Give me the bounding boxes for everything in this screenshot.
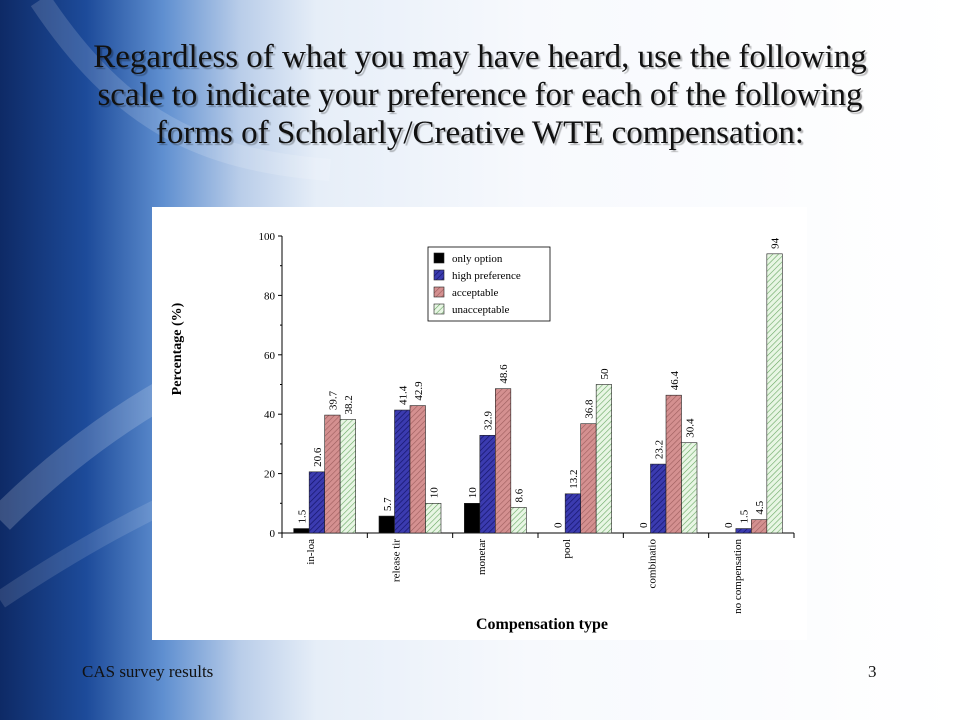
legend-swatch [433,269,445,281]
bar-high-preference-4 [650,463,667,534]
bar-value-label: 41.4 [397,385,409,405]
bar-value-label: 38.2 [343,395,355,414]
bar-acceptable-0 [324,414,341,534]
bar-high-preference-5 [735,528,752,534]
y-tick-label: 0 [270,528,276,540]
bar-value-label: 46.4 [669,370,681,390]
slide-title: Regardless of what you may have heard, u… [93,39,867,151]
chart-legend: only option high preference acceptable unac… [427,246,551,322]
bar-acceptable-4 [665,394,682,534]
footer-text: CAS survey results [82,662,214,681]
bar-unacceptable-4 [681,442,698,534]
category-label: release tir [390,539,402,582]
legend-label: acceptable [452,287,499,299]
bar-value-label: 39.7 [327,390,339,410]
bar-value-label: 10 [428,487,440,499]
legend-swatch [433,252,445,264]
bar-value-label: 13.2 [568,470,580,489]
bar-value-label: 5.7 [382,497,394,511]
bar-unacceptable-5 [766,253,783,534]
y-tick-label: 80 [264,290,276,302]
chart-bars [293,253,783,534]
bar-value-label: 4.5 [754,500,766,514]
bar-acceptable-2 [495,388,512,534]
legend-swatch [433,286,445,298]
bar-value-label: 36.8 [583,399,595,419]
bar-value-label: 0 [552,522,564,528]
bar-acceptable-3 [580,423,597,534]
bar-only-option-0 [293,528,310,534]
y-axis-label: Percentage (%) [170,302,185,395]
chart-category-labels: in-loa release tir monetar pool combinatio no… [305,539,744,614]
bar-acceptable-1 [409,405,426,534]
page-number: 3 [868,662,877,681]
bar-value-label: 0 [638,522,650,528]
bar-value-label: 8.6 [514,488,526,502]
bar-value-label: 23.2 [653,440,665,459]
bar-value-label: 48.6 [498,364,510,384]
bar-unacceptable-1 [425,502,442,534]
category-label: no compensation [732,539,744,614]
bar-value-label: 50 [599,368,611,380]
legend-box [427,246,551,322]
bar-high-preference-0 [308,471,325,534]
category-label: pool [561,539,573,559]
category-label: monetar [476,539,488,575]
bar-value-label: 94 [770,237,782,249]
y-tick-label: 60 [264,350,276,362]
bar-acceptable-5 [751,519,768,534]
bar-unacceptable-2 [510,507,527,534]
bar-unacceptable-0 [339,419,356,534]
y-tick-label: 40 [264,409,276,421]
chart-bar-labels: 1.5 20.6 39.7 38.2 5.7 41.4 42.9 10 10 32.9 48.6 8.… [296,237,781,528]
bar-only-option-2 [464,502,481,534]
legend-label: unacceptable [452,304,510,316]
bar-value-label: 1.5 [739,509,751,523]
bar-only-option-1 [378,515,395,534]
bar-value-label: 32.9 [483,411,495,431]
bar-high-preference-3 [564,493,581,534]
legend-swatch [433,303,445,315]
legend-label: only option [452,253,503,265]
bar-unacceptable-3 [595,384,612,534]
chart-panel: 0 20 40 60 80 100 1.5 20.6 39.7 38.2 5.7 41.4 42.9 1… [152,207,807,640]
bar-high-preference-2 [479,434,496,534]
bar-value-label: 10 [467,487,479,499]
category-label: combinatio [646,539,658,589]
bar-value-label: 1.5 [296,509,308,523]
bar-value-label: 20.6 [312,447,324,467]
legend-label: high preference [452,270,521,282]
bar-high-preference-1 [394,409,411,534]
x-axis-label: Compensation type [476,616,608,633]
bar-value-label: 42.9 [413,381,425,401]
bar-value-label: 30.4 [684,418,696,438]
y-tick-label: 20 [264,469,276,481]
bar-value-label: 0 [723,522,735,528]
category-label: in-loa [305,539,317,565]
y-tick-label: 100 [259,231,276,243]
